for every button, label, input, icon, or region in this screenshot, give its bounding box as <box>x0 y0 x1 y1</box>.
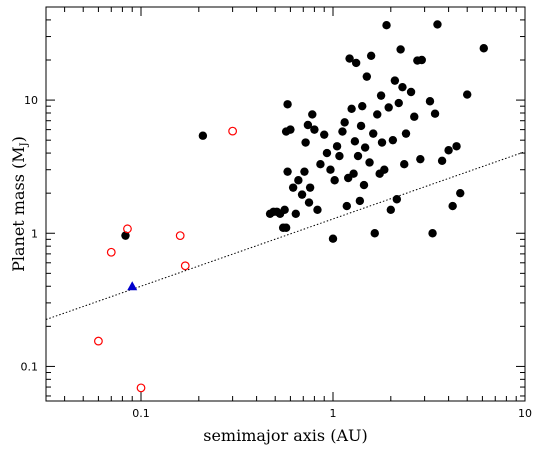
data-point-filled <box>360 143 370 152</box>
data-point-filled <box>388 135 398 145</box>
data-point-filled <box>366 51 376 61</box>
data-point-filled <box>335 151 344 161</box>
data-point-filled <box>291 209 300 218</box>
data-point-filled <box>365 158 374 167</box>
data-point-filled <box>377 138 387 147</box>
data-point-filled <box>305 183 315 192</box>
data-point-filled <box>425 97 435 106</box>
x-tick-label: 1 <box>330 407 337 420</box>
y-tick-label: 0.1 <box>21 360 39 373</box>
data-point-filled <box>342 201 352 211</box>
data-point-filled <box>322 148 332 158</box>
data-point-filled <box>369 129 378 138</box>
data-point-filled <box>300 167 309 176</box>
x-axis-title: semimajor axis (AU) <box>203 426 368 445</box>
data-point-filled <box>428 229 437 238</box>
data-point-filled <box>384 103 393 112</box>
data-point-open <box>175 231 185 241</box>
x-tick-label: 10 <box>518 407 532 420</box>
data-point-filled <box>345 54 354 63</box>
data-point-filled <box>347 104 356 114</box>
data-point-filled <box>479 44 488 53</box>
data-point-filled <box>433 20 442 29</box>
data-point-filled <box>353 151 363 161</box>
data-point-open <box>106 247 116 257</box>
data-point-filled <box>121 231 130 240</box>
data-point-filled <box>456 188 465 198</box>
data-point-open <box>180 261 190 271</box>
data-point-triangle <box>127 281 138 291</box>
data-point-filled <box>416 154 425 164</box>
data-point-filled <box>303 120 313 130</box>
data-point-filled <box>437 156 447 165</box>
data-point-open <box>94 336 103 346</box>
data-point-filled <box>281 223 291 232</box>
data-point-filled <box>283 167 292 176</box>
data-point-filled <box>294 176 303 185</box>
data-point-filled <box>340 118 349 127</box>
data-point-filled <box>304 198 314 207</box>
y-axis-title: Planet mass (MJ) <box>9 136 30 272</box>
data-point-filled <box>351 58 361 68</box>
data-point-filled <box>359 180 369 190</box>
data-point-filled <box>316 160 325 169</box>
data-point-filled <box>401 129 411 138</box>
data-point-filled <box>313 205 322 215</box>
data-point-filled <box>283 100 292 109</box>
data-point-filled <box>349 169 358 178</box>
data-point-filled <box>380 165 389 174</box>
data-point-filled <box>301 138 310 147</box>
data-point-filled <box>398 82 407 92</box>
data-point-open <box>136 383 146 393</box>
data-point-filled <box>410 112 419 121</box>
data-point-filled <box>355 196 365 206</box>
data-point-filled <box>350 137 360 146</box>
data-point-filled <box>288 183 298 192</box>
data-point-filled <box>286 125 295 134</box>
data-point-filled <box>297 190 307 199</box>
data-point-filled <box>390 76 400 85</box>
data-point-filled <box>448 201 457 211</box>
data-point-filled <box>430 109 440 118</box>
data-point-filled <box>386 205 396 215</box>
y-tick-label: 1 <box>31 227 38 240</box>
data-point-filled <box>400 160 409 169</box>
data-point-filled <box>330 176 339 185</box>
data-point-filled <box>452 142 461 151</box>
trend-line <box>45 151 526 320</box>
data-point-filled <box>308 110 317 119</box>
data-point-filled <box>444 146 453 155</box>
data-point-open <box>123 224 132 234</box>
data-point-filled <box>382 21 391 30</box>
data-point-open <box>228 126 238 136</box>
data-point-filled <box>394 98 403 108</box>
data-point-filled <box>198 131 208 140</box>
x-tick-label: 0.1 <box>132 407 150 420</box>
data-point-filled <box>396 45 405 54</box>
data-point-filled <box>463 90 472 99</box>
data-point-filled <box>320 130 329 139</box>
data-point-filled <box>280 205 289 215</box>
data-point-filled <box>373 110 382 119</box>
data-point-filled <box>370 229 379 238</box>
data-point-filled <box>392 195 402 204</box>
data-point-filled <box>328 234 338 243</box>
data-point-filled <box>332 142 342 151</box>
y-tick-label: 10 <box>24 94 38 107</box>
data-point-filled <box>356 121 366 131</box>
data-point-filled <box>362 72 372 81</box>
plot-frame <box>45 6 526 402</box>
data-point-filled <box>310 125 319 134</box>
data-point-filled <box>376 91 386 100</box>
data-point-filled <box>326 165 335 174</box>
data-point-filled <box>417 55 426 65</box>
data-point-filled <box>338 127 347 136</box>
data-point-filled <box>358 101 367 111</box>
data-point-filled <box>406 87 416 97</box>
